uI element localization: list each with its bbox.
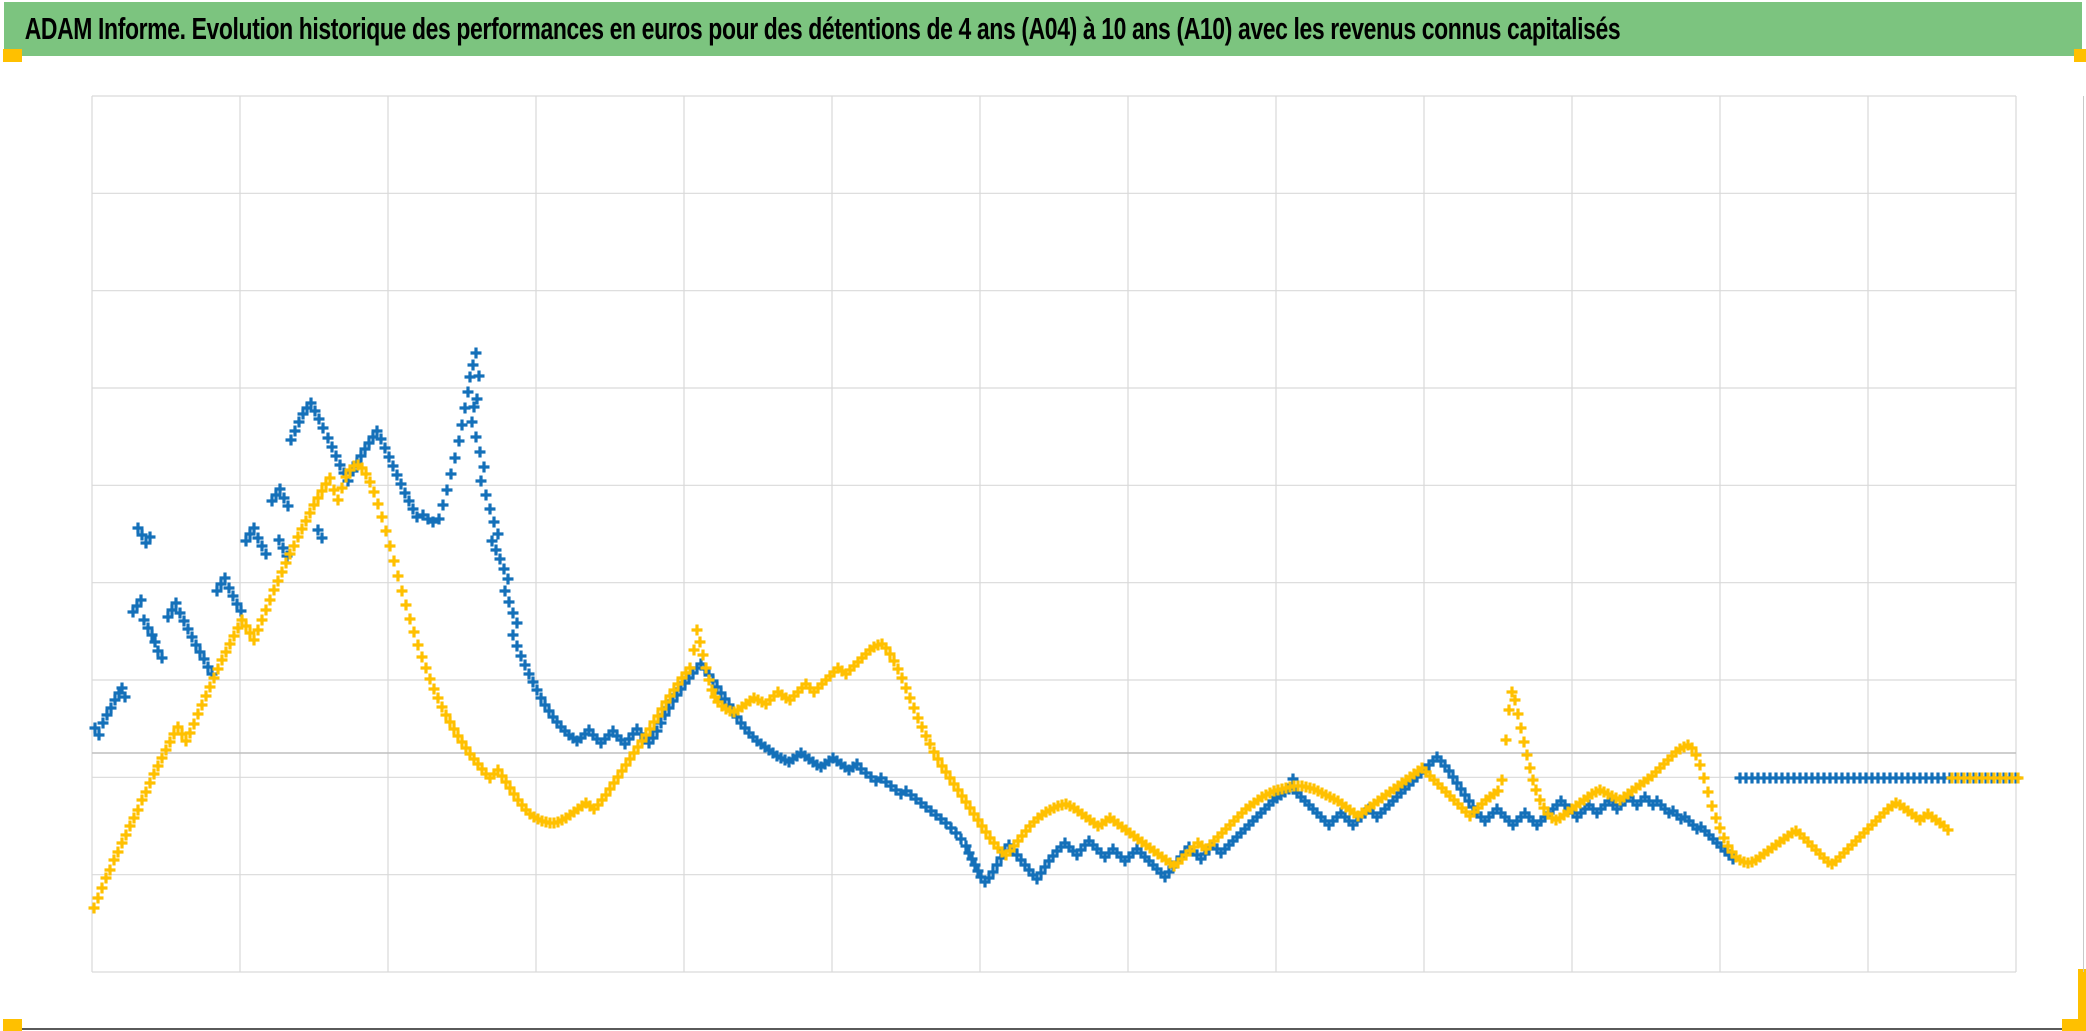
yellow-cell-accent-bottom-right-vertical — [2078, 969, 2086, 1031]
chart-gridlines — [91, 95, 2017, 973]
yellow-cell-accent-bottom-left — [3, 1019, 22, 1031]
chart-right-border — [2083, 96, 2084, 972]
series-serie-jaune-points — [88, 459, 2024, 914]
sheet-bottom-border — [22, 1028, 2062, 1030]
yellow-cell-accent-top-left — [3, 49, 22, 62]
chart-title-bar: ADAM Informe. Evolution historique des p… — [4, 2, 2082, 56]
yellow-cell-accent-top-right — [2074, 49, 2086, 62]
yellow-cell-accent-bottom-right-horizontal — [2062, 1019, 2086, 1031]
chart-title: ADAM Informe. Evolution historique des p… — [24, 11, 1621, 46]
